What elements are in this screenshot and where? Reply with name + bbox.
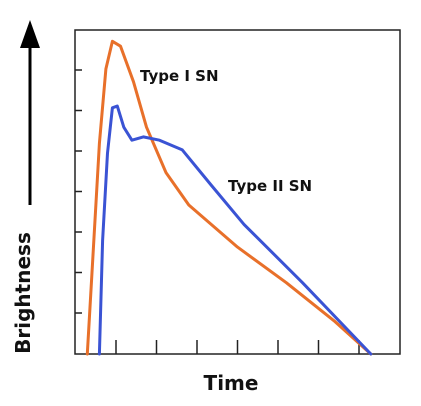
y-axis-arrow: [20, 20, 40, 205]
series-line-type-ii: [97, 104, 373, 356]
y-axis-arrow-head: [20, 20, 40, 48]
y-axis-label: Brightness: [11, 232, 35, 354]
series-layer: [85, 39, 373, 356]
x-axis-ticks: [115, 340, 360, 354]
series-label-type-i: Type I SN: [140, 67, 219, 85]
x-axis-label: Time: [204, 371, 259, 395]
series-line-type-i: [85, 39, 373, 356]
series-label-type-ii: Type II SN: [228, 177, 312, 195]
y-axis-ticks: [75, 69, 82, 314]
